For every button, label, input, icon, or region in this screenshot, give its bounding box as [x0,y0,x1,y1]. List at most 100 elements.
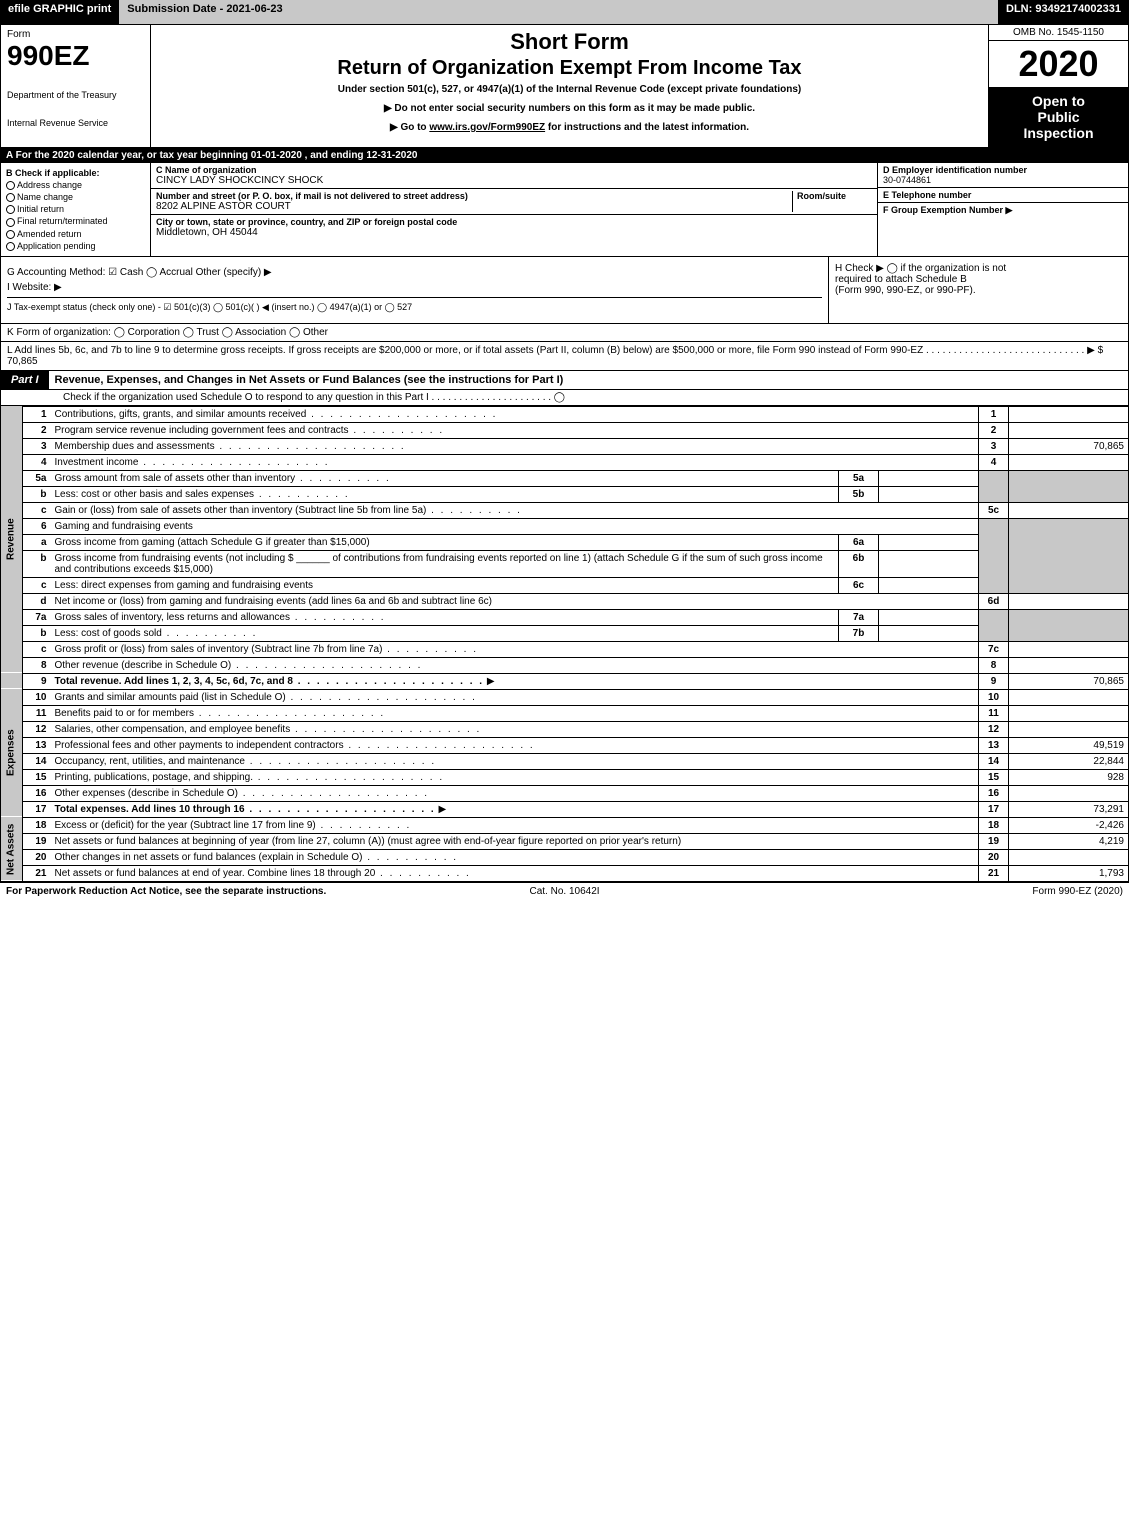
group-exemption-row: F Group Exemption Number ▶ [878,203,1128,218]
rline-val [1009,641,1129,657]
circle-icon [6,242,15,251]
sub-val [879,609,979,625]
rline-num: 16 [979,785,1009,801]
part1-label: Part I [1,371,49,389]
section-a-row: A For the 2020 calendar year, or tax yea… [0,148,1129,163]
rline-val [1009,785,1129,801]
line-desc: Total expenses. Add lines 10 through 16 … [51,801,979,817]
opt-amended-return[interactable]: Amended return [6,229,145,239]
sub-box: 5a [839,470,879,486]
rline-num: 13 [979,737,1009,753]
org-name-row: C Name of organization CINCY LADY SHOCKC… [151,163,877,189]
line-desc: Net assets or fund balances at end of ye… [51,865,979,881]
line-num: 20 [23,849,51,865]
header-right: OMB No. 1545-1150 2020 Open to Public In… [988,25,1128,147]
line-desc: Gross profit or (loss) from sales of inv… [51,641,979,657]
line-num: 5a [23,470,51,486]
rline-val [1009,657,1129,673]
rline-num: 21 [979,865,1009,881]
rline-val: 4,219 [1009,833,1129,849]
dept-irs: Internal Revenue Service [7,118,144,128]
part1-sub: Check if the organization used Schedule … [0,390,1129,406]
header-mid: Short Form Return of Organization Exempt… [151,25,988,147]
ein-label: D Employer identification number [883,165,1123,175]
submission-date: Submission Date - 2021-06-23 [119,0,290,24]
rline-num: 7c [979,641,1009,657]
line-num: 10 [23,689,51,705]
opt-initial-return[interactable]: Initial return [6,204,145,214]
group-exemption-label: F Group Exemption Number ▶ [883,205,1123,216]
line-num: 3 [23,438,51,454]
tax-exempt-status: J Tax-exempt status (check only one) - ☑… [7,302,822,313]
rline-val: -2,426 [1009,817,1129,833]
line-desc: Salaries, other compensation, and employ… [51,721,979,737]
phone-row: E Telephone number [878,188,1128,203]
rline-num: 1 [979,406,1009,422]
rline-num: 18 [979,817,1009,833]
sub-box: 7b [839,625,879,641]
rline-val [1009,849,1129,865]
col-b-label: B Check if applicable: [6,168,145,178]
rline-val [1009,422,1129,438]
opt-final-return[interactable]: Final return/terminated [6,216,145,226]
rline-num: 10 [979,689,1009,705]
line-num: 8 [23,657,51,673]
l-row: L Add lines 5b, 6c, and 7b to line 9 to … [0,342,1129,371]
line-num: b [23,486,51,502]
line-num: 13 [23,737,51,753]
tax-year: 2020 [989,41,1128,87]
sub-box: 7a [839,609,879,625]
topbar-spacer [291,0,998,24]
line-desc: Membership dues and assessments [51,438,979,454]
part1-header: Part I Revenue, Expenses, and Changes in… [0,371,1129,390]
main-title: Return of Organization Exempt From Incom… [159,57,980,80]
side-revenue: Revenue [1,406,23,673]
rline-val [1009,593,1129,609]
line-num: 21 [23,865,51,881]
circle-icon [6,205,15,214]
gj-block: G Accounting Method: ☑ Cash ◯ Accrual Ot… [0,257,1129,324]
h-line3: (Form 990, 990-EZ, or 990-PF). [835,285,1122,296]
irs-link[interactable]: www.irs.gov/Form990EZ [429,122,545,133]
circle-icon [6,230,15,239]
opt-address-change[interactable]: Address change [6,180,145,190]
efile-label[interactable]: efile GRAPHIC print [0,0,119,24]
gj-right: H Check ▶ ◯ if the organization is not r… [828,257,1128,323]
rline-val [1009,502,1129,518]
rline-num: 8 [979,657,1009,673]
open-line1: Open to [991,93,1126,109]
col-b: B Check if applicable: Address change Na… [1,163,151,256]
main-table: Revenue 1 Contributions, gifts, grants, … [0,406,1129,882]
line-desc: Other revenue (describe in Schedule O) [51,657,979,673]
org-name-value: CINCY LADY SHOCKCINCY SHOCK [156,175,872,186]
accounting-method: G Accounting Method: ☑ Cash ◯ Accrual Ot… [7,267,822,278]
rline-num: 12 [979,721,1009,737]
rline-val: 70,865 [1009,673,1129,689]
rline-val [1009,721,1129,737]
circle-icon [6,181,15,190]
open-line2: Public [991,109,1126,125]
org-name-label: C Name of organization [156,165,872,175]
dln-label: DLN: 93492174002331 [998,0,1129,24]
city-label: City or town, state or province, country… [156,217,872,227]
sub-val [879,550,979,577]
circle-icon [6,193,15,202]
line-desc: Gaming and fundraising events [51,518,979,534]
line-desc: Less: direct expenses from gaming and fu… [51,577,839,593]
shaded-cell [979,609,1009,641]
header-left: Form 990EZ Department of the Treasury In… [1,25,151,147]
line-desc: Occupancy, rent, utilities, and maintena… [51,753,979,769]
rline-num: 14 [979,753,1009,769]
rline-val: 49,519 [1009,737,1129,753]
col-de: D Employer identification number 30-0744… [878,163,1128,256]
opt-name-change[interactable]: Name change [6,192,145,202]
line-desc: Gross sales of inventory, less returns a… [51,609,839,625]
sub-box: 6b [839,550,879,577]
line-num: c [23,502,51,518]
shaded-cell [1009,609,1129,641]
form-header: Form 990EZ Department of the Treasury In… [0,24,1129,148]
rline-val: 70,865 [1009,438,1129,454]
circle-icon [6,218,15,227]
opt-application-pending[interactable]: Application pending [6,241,145,251]
rline-val: 1,793 [1009,865,1129,881]
